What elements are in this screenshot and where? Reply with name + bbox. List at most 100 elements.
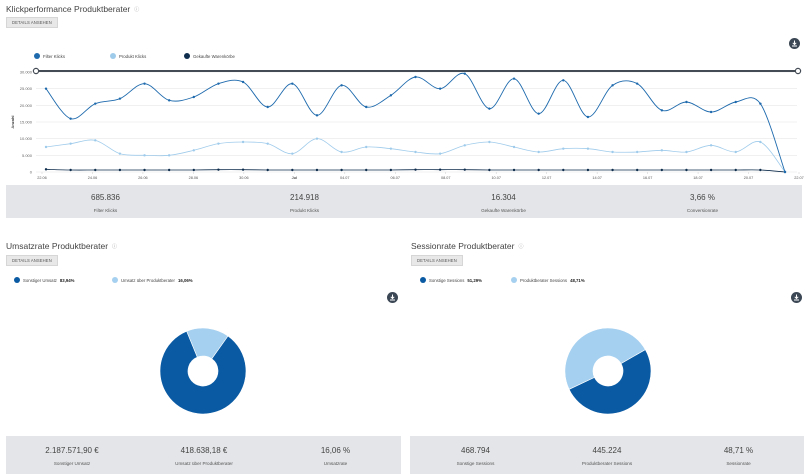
stat-label: Filter Klicks: [93, 208, 118, 213]
legend-produkt-klicks[interactable]: Produkt Klicks: [110, 53, 146, 59]
data-point: [512, 168, 516, 172]
data-point: [586, 168, 590, 172]
data-point: [291, 152, 294, 155]
legend-sonstige-sessions[interactable]: Sonstige Sessions 51,29%: [420, 277, 482, 283]
sessions-donut-chart: [564, 327, 652, 415]
data-point: [463, 72, 466, 75]
data-point: [118, 152, 122, 155]
sessions-title-text: Sessionrate Produktberater: [411, 241, 515, 251]
data-point: [414, 75, 417, 79]
x-tick-label: 14.07: [592, 176, 602, 180]
legend-dot-icon: [14, 277, 20, 283]
stat-conversionrate: 3,66 % Conversionrate: [603, 193, 802, 213]
data-point: [562, 79, 565, 82]
legend-pct: 16,06%: [177, 277, 193, 283]
data-point: [167, 168, 171, 172]
data-point: [143, 168, 146, 172]
y-tick-label: 20.000: [20, 103, 33, 108]
legend-produktberater-sessions[interactable]: Produktberater Sessions 48,71%: [511, 277, 585, 283]
data-point: [167, 154, 171, 157]
data-point: [69, 142, 72, 145]
legend-pct: 83,94%: [59, 277, 75, 283]
data-point: [488, 140, 491, 144]
stat-value: 214.918: [290, 193, 319, 202]
stat-umsatz-produktberater: 418.638,18 € Umsatz über Produktberater: [138, 446, 270, 466]
data-point: [340, 168, 343, 172]
data-point: [389, 94, 393, 97]
x-tick-label: 04.07: [340, 176, 350, 180]
info-icon[interactable]: ⓘ: [112, 244, 118, 251]
sessions-details-button[interactable]: DETAILS ANSEHEN: [411, 255, 463, 266]
x-tick-label: 16.07: [643, 176, 653, 180]
clicks-details-button[interactable]: DETAILS ANSEHEN: [6, 17, 58, 28]
y-tick-label: 30.000: [20, 70, 33, 75]
stat-sonstige-sessions: 468.794 Sonstige Sessions: [410, 446, 541, 466]
data-point: [734, 168, 737, 172]
data-point: [389, 147, 393, 150]
data-point: [512, 145, 516, 149]
data-point: [438, 152, 442, 155]
umsatz-details-button[interactable]: DETAILS ANSEHEN: [6, 255, 58, 266]
stat-label: Umsatz über Produktberater: [175, 461, 233, 466]
stat-value: 48,71 %: [723, 446, 754, 455]
legend-label: Filter Klicks: [43, 53, 65, 59]
line-chart: 0 5.000 10.000 15.000 20.000 25.000 30.000 Anza…: [10, 67, 804, 180]
data-point: [636, 168, 639, 172]
download-icon[interactable]: [387, 292, 398, 303]
legend-umsatz-produktberater[interactable]: Umsatz über Produktberater 16,06%: [112, 277, 193, 283]
data-point: [562, 168, 565, 172]
data-point: [315, 168, 319, 172]
data-point: [94, 168, 97, 172]
pie-slice: [186, 327, 229, 360]
data-point: [537, 168, 540, 172]
data-point: [217, 82, 220, 85]
data-point: [291, 168, 294, 172]
data-point: [783, 170, 787, 174]
data-point: [217, 142, 220, 145]
info-icon[interactable]: ⓘ: [518, 244, 524, 251]
x-tick-label: 12.07: [542, 176, 552, 180]
data-point: [69, 117, 72, 120]
download-icon[interactable]: [789, 38, 800, 49]
legend-sonstiger-umsatz[interactable]: Sonstiger Umsatz 83,94%: [14, 277, 75, 283]
download-icon[interactable]: [791, 292, 802, 303]
stat-produktberater-sessions: 445.224 Produktberater Sessions: [541, 446, 673, 466]
stat-label: Gekaufte Warenkörbe: [481, 208, 526, 213]
series-line: [45, 72, 786, 173]
data-point: [291, 82, 294, 85]
stat-umsatzrate: 16,06 % Umsatzrate: [270, 446, 401, 466]
stat-label: Produktberater Sessions: [581, 461, 633, 466]
data-point: [709, 110, 713, 114]
x-tick-label: 08.07: [441, 176, 451, 180]
data-point: [537, 112, 540, 115]
data-point: [266, 105, 269, 109]
data-point: [734, 150, 737, 154]
x-tick-label: Jul: [292, 176, 298, 180]
stat-label: Conversionrate: [686, 208, 719, 213]
stat-gekaufte-warenkoerbe: 16.304 Gekaufte Warenkörbe: [404, 193, 603, 213]
data-point: [586, 147, 590, 150]
data-point: [241, 168, 245, 171]
clicks-title: Klickperformance Produktberater ⓘ: [6, 4, 139, 14]
umsatz-stats-bar: 2.187.571,90 € Sonstiger Umsatz 418.638,…: [6, 436, 401, 474]
legend-pct: 48,71%: [570, 277, 585, 283]
data-point: [685, 100, 688, 104]
data-point: [488, 168, 491, 172]
clicks-title-text: Klickperformance Produktberater: [6, 4, 131, 14]
data-point: [709, 144, 713, 147]
data-point: [69, 168, 72, 172]
data-point: [217, 168, 220, 171]
data-point: [636, 150, 639, 154]
legend-gekaufte-warenkoerbe[interactable]: Gekaufte Warenkörbe: [184, 53, 235, 59]
x-tick-label: 20.07: [744, 176, 754, 180]
pie-slice: [159, 330, 247, 415]
stat-value: 3,66 %: [690, 193, 715, 202]
legend-filter-klicks[interactable]: Filter Klicks: [34, 53, 65, 59]
info-icon[interactable]: ⓘ: [134, 7, 140, 14]
legend-label: Produktberater Sessions: [520, 277, 568, 283]
data-point: [118, 97, 122, 100]
x-tick-label: 18.07: [693, 176, 703, 180]
stat-produkt-klicks: 214.918 Produkt Klicks: [205, 193, 404, 213]
legend-label: Sonstige Sessions: [429, 277, 465, 283]
stat-value: 16.304: [491, 193, 516, 202]
